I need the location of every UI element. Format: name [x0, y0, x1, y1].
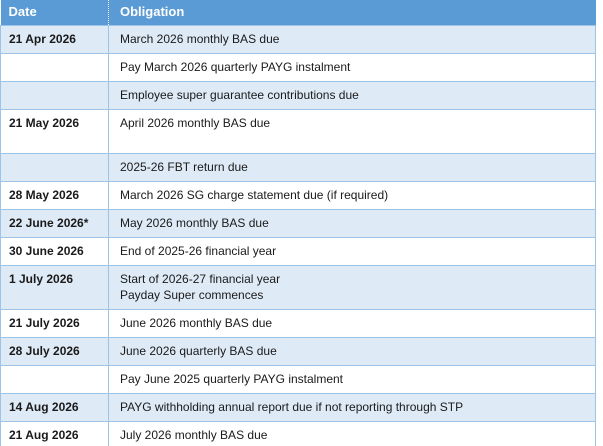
table-row: 21 Apr 2026 March 2026 monthly BAS due [0, 25, 596, 54]
date-cell: 28 July 2026 [0, 337, 109, 366]
date-cell: 30 June 2026 [0, 237, 109, 266]
table-row: 21 Aug 2026 July 2026 monthly BAS due [0, 421, 596, 446]
table-row: 21 May 2026 April 2026 monthly BAS due [0, 109, 596, 154]
table-row: Pay March 2026 quarterly PAYG instalment [0, 53, 596, 82]
table-row: 28 July 2026 June 2026 quarterly BAS due [0, 337, 596, 366]
table-row: 2025-26 FBT return due [0, 153, 596, 182]
obligation-cell: 2025-26 FBT return due [108, 153, 596, 182]
obligation-cell: March 2026 SG charge statement due (if r… [108, 181, 596, 210]
obligation-line: Pay March 2026 quarterly PAYG instalment [120, 60, 351, 74]
obligation-cell: Employee super guarantee contributions d… [108, 81, 596, 110]
obligation-cell: PAYG withholding annual report due if no… [108, 393, 596, 422]
header-row: Date Obligation [0, 0, 596, 26]
date-cell: 21 Apr 2026 [0, 25, 109, 54]
obligation-line: Payday Super commences [120, 288, 264, 302]
date-cell [0, 153, 109, 182]
obligation-cell: Pay March 2026 quarterly PAYG instalment [108, 53, 596, 82]
date-cell [0, 81, 109, 110]
obligation-line: June 2026 monthly BAS due [120, 316, 273, 330]
obligations-table-body: 21 Apr 2026 March 2026 monthly BAS due Pay… [0, 25, 596, 446]
obligation-line: March 2026 monthly BAS due [120, 32, 280, 46]
obligation-line: July 2026 monthly BAS due [120, 428, 268, 442]
obligation-line: PAYG withholding annual report due if no… [120, 400, 464, 414]
obligation-cell: June 2026 monthly BAS due [108, 309, 596, 338]
date-column-header: Date [0, 0, 109, 26]
obligation-cell: April 2026 monthly BAS due [108, 109, 596, 154]
obligation-line: May 2026 monthly BAS due [120, 216, 269, 230]
obligation-line: End of 2025-26 financial year [120, 244, 277, 258]
date-cell: 21 May 2026 [0, 109, 109, 154]
date-cell: 14 Aug 2026 [0, 393, 109, 422]
obligation-cell: May 2026 monthly BAS due [108, 209, 596, 238]
table-row: 28 May 2026 March 2026 SG charge statemen… [0, 181, 596, 210]
obligation-cell: Start of 2026-27 financial year Payday Su… [108, 265, 596, 310]
date-cell: 21 Aug 2026 [0, 421, 109, 446]
table-row: 1 July 2026 Start of 2026-27 financial ye… [0, 265, 596, 310]
table-row: 30 June 2026 End of 2025-26 financial yea… [0, 237, 596, 266]
obligation-line: Pay June 2025 quarterly PAYG instalment [120, 372, 344, 386]
table-row: 21 July 2026 June 2026 monthly BAS due [0, 309, 596, 338]
obligation-cell: July 2026 monthly BAS due [108, 421, 596, 446]
table-row: 22 June 2026* May 2026 monthly BAS due [0, 209, 596, 238]
obligation-line [120, 131, 587, 147]
table-header: Date Obligation [0, 0, 596, 26]
obligation-line: 2025-26 FBT return due [120, 160, 248, 174]
obligation-line: Employee super guarantee contributions d… [120, 88, 359, 102]
obligation-line: June 2026 quarterly BAS due [120, 344, 277, 358]
date-cell: 21 July 2026 [0, 309, 109, 338]
date-cell: 1 July 2026 [0, 265, 109, 310]
table-row: Employee super guarantee contributions d… [0, 81, 596, 110]
obligation-line: Start of 2026-27 financial year [120, 272, 281, 286]
obligation-line: April 2026 monthly BAS due [120, 116, 271, 130]
obligation-cell: June 2026 quarterly BAS due [108, 337, 596, 366]
obligation-cell: Pay June 2025 quarterly PAYG instalment [108, 365, 596, 394]
date-cell [0, 53, 109, 82]
obligation-line: March 2026 SG charge statement due (if r… [120, 188, 389, 202]
obligation-cell: March 2026 monthly BAS due [108, 25, 596, 54]
date-cell: 22 June 2026* [0, 209, 109, 238]
obligation-cell: End of 2025-26 financial year [108, 237, 596, 266]
table-row: 14 Aug 2026 PAYG withholding annual repor… [0, 393, 596, 422]
date-cell [0, 365, 109, 394]
date-cell: 28 May 2026 [0, 181, 109, 210]
table-row: Pay June 2025 quarterly PAYG instalment [0, 365, 596, 394]
obligation-column-header: Obligation [108, 0, 596, 26]
